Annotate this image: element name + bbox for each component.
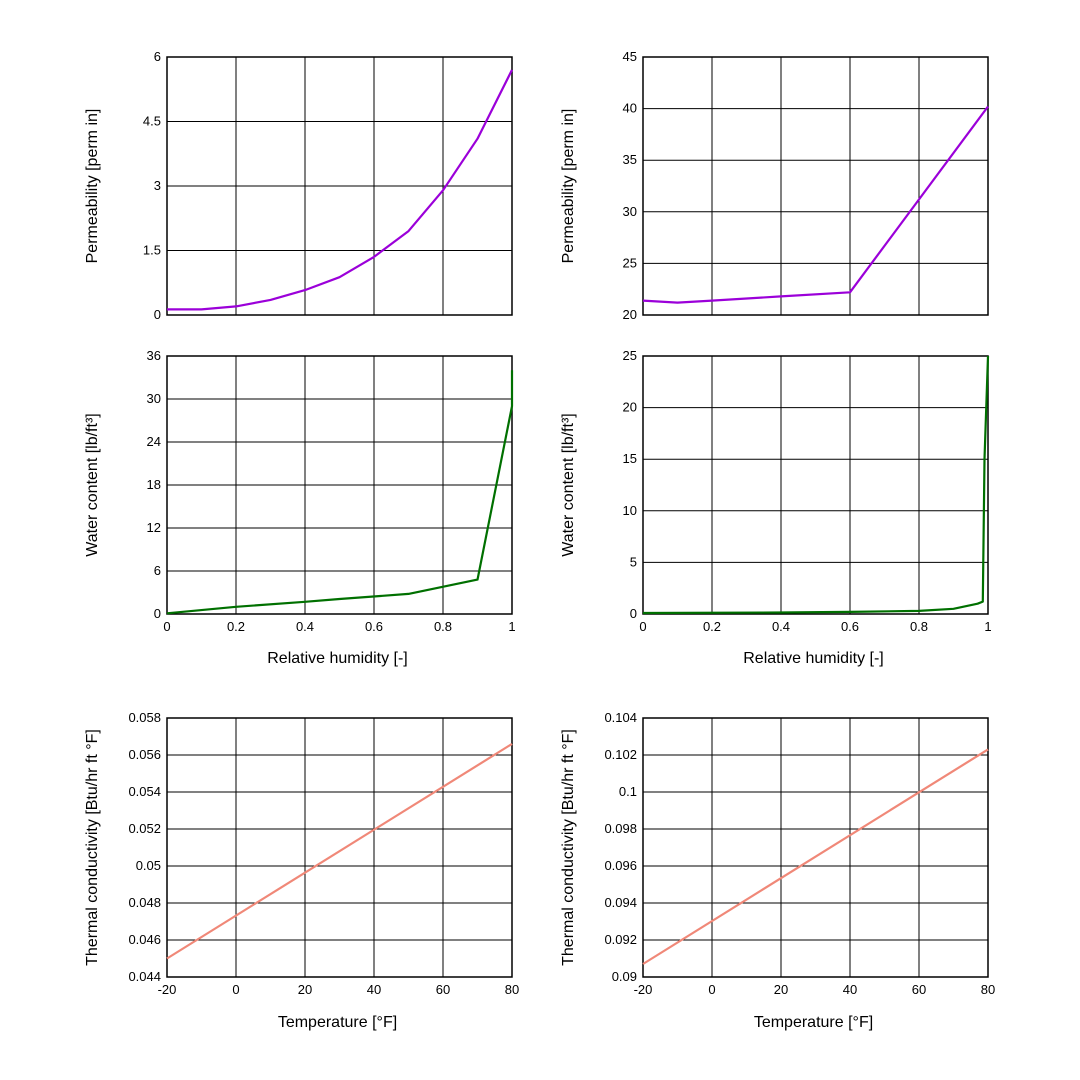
plot-frame xyxy=(166,56,513,316)
chart-panel-2: 20 25 30 35 40 45 Permeability [perm in] xyxy=(560,49,989,322)
y-tick-label: 0.104 xyxy=(604,710,637,725)
y-tick-label: 0.096 xyxy=(604,858,637,873)
y-tick-label: 20 xyxy=(623,307,637,322)
x-tick-label: -20 xyxy=(634,982,653,997)
y-tick-label: 25 xyxy=(623,255,637,270)
y-tick-label: 0.048 xyxy=(128,895,161,910)
series-line xyxy=(166,742,513,960)
y-tick-label: 30 xyxy=(147,391,161,406)
x-tick-label: 0.8 xyxy=(434,619,452,634)
plot-frame xyxy=(642,717,989,978)
y-tick-label: 6 xyxy=(154,49,161,64)
y-tick-label: 0.1 xyxy=(619,784,637,799)
y-tick-label: 20 xyxy=(623,400,637,415)
x-tick-label: 0.8 xyxy=(910,619,928,634)
x-axis-label: Relative humidity [-] xyxy=(743,650,884,667)
x-axis-label: Temperature [°F] xyxy=(278,1014,397,1031)
x-tick-label: 0 xyxy=(639,619,646,634)
plot-frame xyxy=(642,56,989,316)
plot-frame xyxy=(642,355,989,615)
y-tick-label: 0.09 xyxy=(612,969,637,984)
x-tick-label: 40 xyxy=(367,982,381,997)
y-tick-label: 3 xyxy=(154,178,161,193)
x-tick-label: 1 xyxy=(984,619,991,634)
chart-panel-5: 0.044 0.046 0.048 0.05 0.052 0.054 0.056 0.058 -… xyxy=(84,710,519,1031)
y-tick-label: 0.05 xyxy=(136,858,161,873)
y-tick-label: 40 xyxy=(623,101,637,116)
x-tick-label: 0 xyxy=(163,619,170,634)
y-tick-label: 4.5 xyxy=(143,114,161,129)
series-line xyxy=(167,69,513,311)
series-line xyxy=(642,355,990,615)
y-axis-label: Thermal conductivity [Btu/hr ft °F] xyxy=(560,729,577,966)
y-tick-label: 6 xyxy=(154,563,161,578)
y-tick-label: 5 xyxy=(630,554,637,569)
x-tick-label: 0.6 xyxy=(841,619,859,634)
y-tick-label: 0.092 xyxy=(604,932,637,947)
y-tick-label: 0.056 xyxy=(128,747,161,762)
y-tick-label: 24 xyxy=(147,434,161,449)
x-tick-label: 0.2 xyxy=(227,619,245,634)
y-tick-label: 0 xyxy=(154,606,161,621)
y-tick-label: 12 xyxy=(147,520,161,535)
x-tick-label: 40 xyxy=(843,982,857,997)
y-axis-label: Permeability [perm in] xyxy=(84,109,101,264)
x-tick-label: 20 xyxy=(298,982,312,997)
x-tick-label: 0.4 xyxy=(772,619,790,634)
y-tick-label: 0.046 xyxy=(128,932,161,947)
plot-frame xyxy=(166,355,513,615)
y-tick-label: 18 xyxy=(147,477,161,492)
y-tick-label: 25 xyxy=(623,348,637,363)
y-tick-label: 1.5 xyxy=(143,243,161,258)
x-axis-label: Relative humidity [-] xyxy=(267,650,408,667)
x-tick-label: 20 xyxy=(774,982,788,997)
y-tick-label: 0.102 xyxy=(604,747,637,762)
y-tick-label: 0.058 xyxy=(128,710,161,725)
plot-frame xyxy=(166,717,513,978)
y-tick-label: 0 xyxy=(154,307,161,322)
series-line xyxy=(642,748,989,965)
y-axis-label: Permeability [perm in] xyxy=(560,109,577,264)
y-tick-label: 45 xyxy=(623,49,637,64)
y-tick-label: 35 xyxy=(623,152,637,167)
x-axis-label: Temperature [°F] xyxy=(754,1014,873,1031)
y-axis-label: Water content [lb/ft³] xyxy=(560,413,577,556)
x-tick-label: 0.4 xyxy=(296,619,314,634)
series-line xyxy=(642,105,989,304)
y-tick-label: 36 xyxy=(147,348,161,363)
y-tick-label: 10 xyxy=(623,503,637,518)
x-tick-label: -20 xyxy=(158,982,177,997)
y-tick-label: 0.052 xyxy=(128,821,161,836)
y-tick-label: 30 xyxy=(623,204,637,219)
x-tick-label: 60 xyxy=(436,982,450,997)
y-tick-label: 0.098 xyxy=(604,821,637,836)
y-tick-label: 0.094 xyxy=(604,895,637,910)
y-tick-label: 0.044 xyxy=(128,969,161,984)
x-tick-label: 0 xyxy=(232,982,239,997)
chart-panel-4: 0 5 10 15 20 25 0 0.2 0.4 0.6 0.8 1 Water content [l… xyxy=(560,348,992,667)
x-tick-label: 80 xyxy=(981,982,995,997)
series-line xyxy=(166,370,514,615)
x-tick-label: 80 xyxy=(505,982,519,997)
x-tick-label: 0 xyxy=(708,982,715,997)
y-axis-label: Thermal conductivity [Btu/hr ft °F] xyxy=(84,729,101,966)
y-tick-label: 0.054 xyxy=(128,784,161,799)
chart-panel-1: 0 1.5 3 4.5 6 Permeability [perm in] xyxy=(84,49,513,322)
chart-panel-6: 0.09 0.092 0.094 0.096 0.098 0.1 0.102 0.104 -20… xyxy=(560,710,995,1031)
x-tick-label: 0.2 xyxy=(703,619,721,634)
y-tick-label: 0 xyxy=(630,606,637,621)
y-axis-label: Water content [lb/ft³] xyxy=(84,413,101,556)
x-tick-label: 0.6 xyxy=(365,619,383,634)
x-tick-label: 60 xyxy=(912,982,926,997)
y-tick-label: 15 xyxy=(623,451,637,466)
x-tick-label: 1 xyxy=(508,619,515,634)
chart-panel-3: 0 6 12 18 24 30 36 0 0.2 0.4 0.6 0.8 1 Water content … xyxy=(84,348,516,667)
